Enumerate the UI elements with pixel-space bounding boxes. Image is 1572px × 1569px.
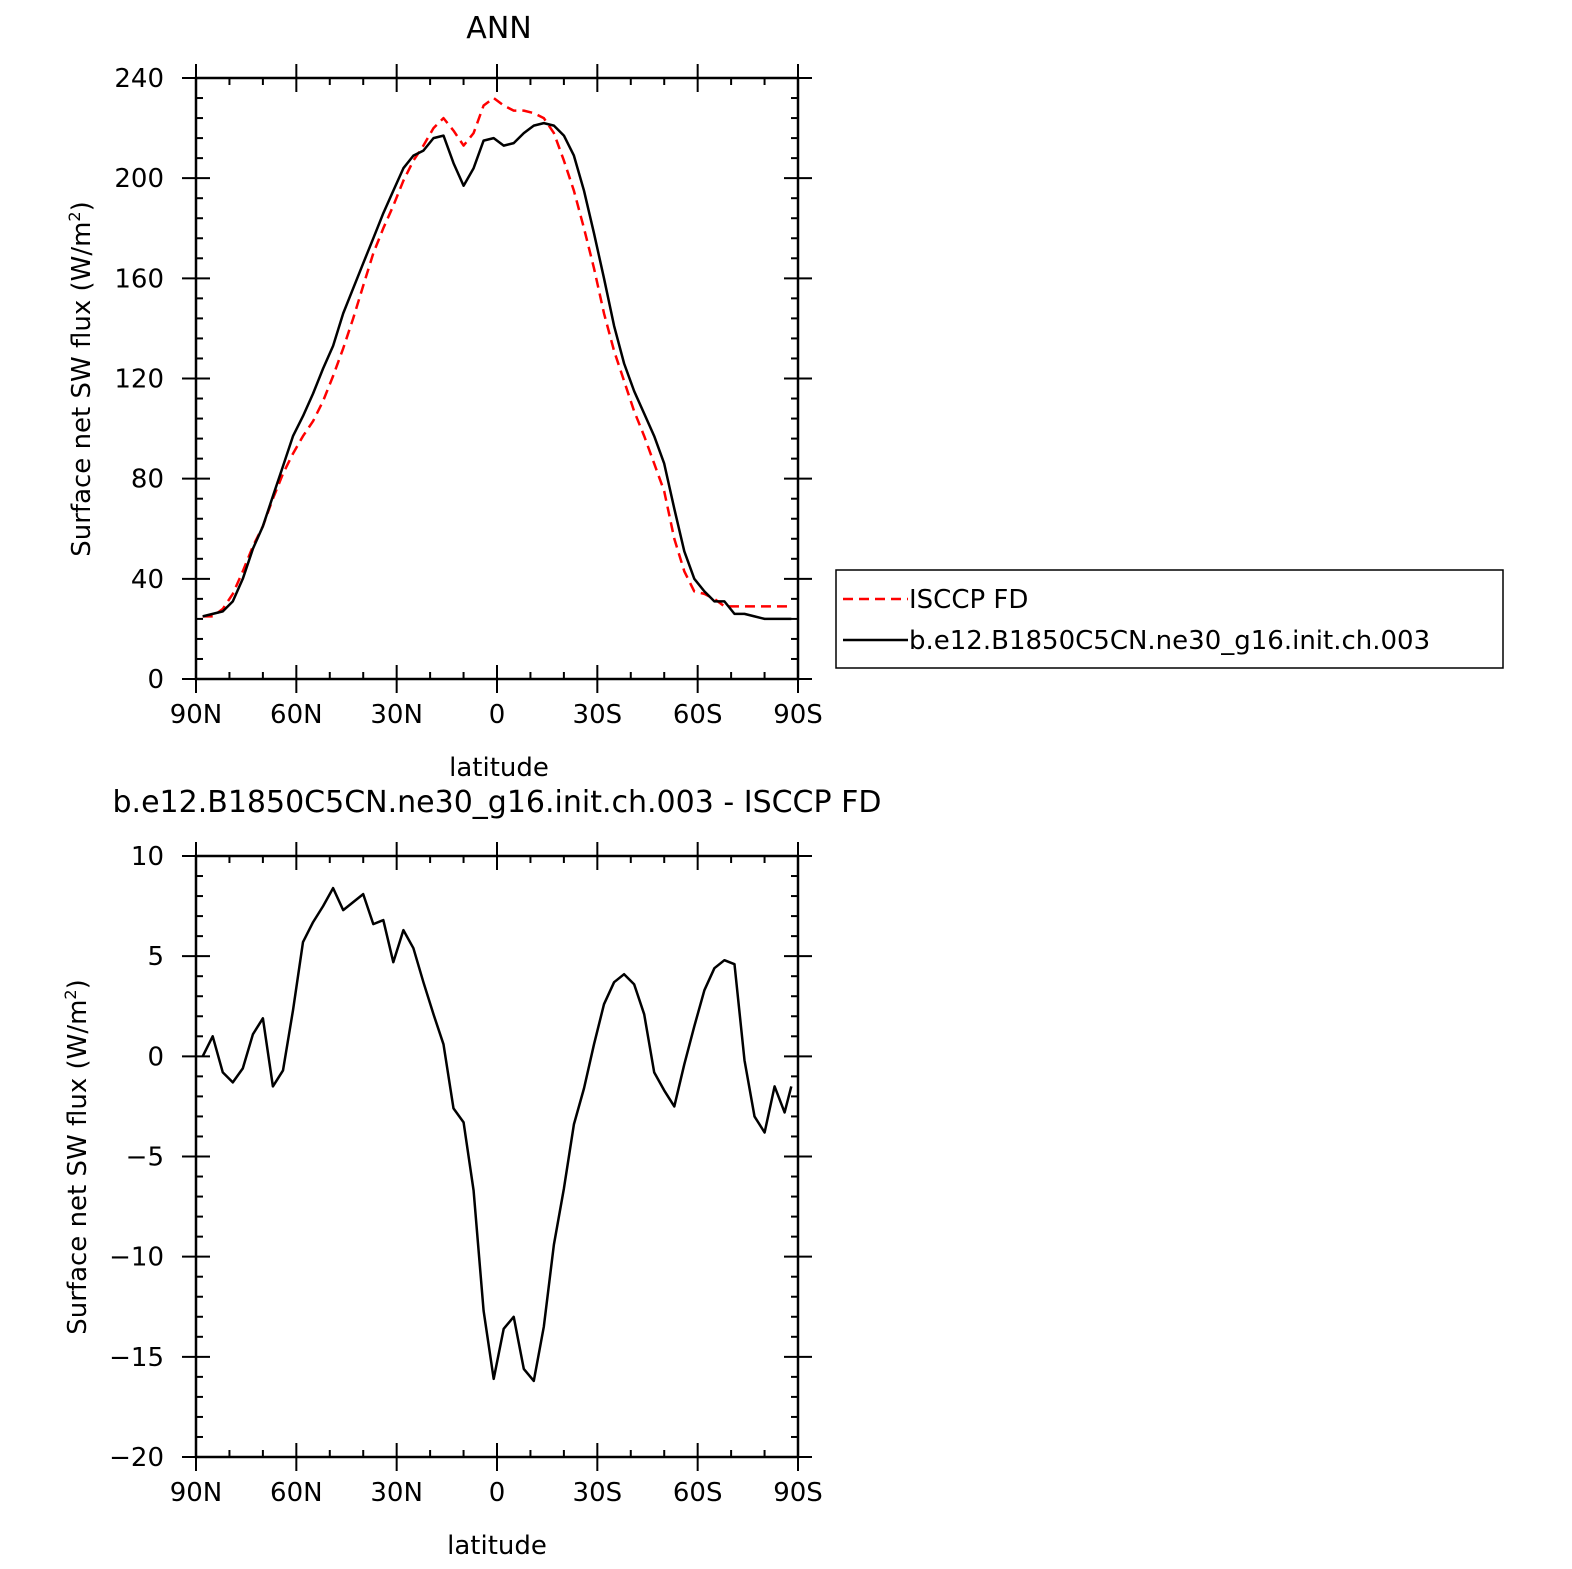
y-tick-label: −20 xyxy=(109,1443,164,1473)
y-tick-label: 80 xyxy=(131,465,164,495)
x-tick-label: 0 xyxy=(489,1478,506,1508)
legend: ISCCP FD b.e12.B1850C5CN.ne30_g16.init.c… xyxy=(835,569,1504,669)
y-tick-label: −15 xyxy=(109,1343,164,1373)
y-tick-label: 0 xyxy=(147,665,164,695)
top-ticks-group xyxy=(182,64,812,693)
series-line-1 xyxy=(202,121,792,621)
y-tick-label: 0 xyxy=(147,1042,164,1072)
bottom-y-axis-label: Surface net SW flux (W/m2) xyxy=(61,979,93,1335)
bottom-series-group xyxy=(201,886,793,1383)
series-line-dashed-0 xyxy=(202,96,792,618)
top-y-axis-label-main: Surface net SW flux (W/m xyxy=(67,222,97,557)
bottom-y-axis-label-close: ) xyxy=(63,979,93,989)
top-plot-frame xyxy=(194,76,800,681)
series-line-0 xyxy=(201,886,793,1383)
x-tick-label: 90N xyxy=(170,1478,223,1508)
legend-box xyxy=(835,569,1504,669)
bottom-panel: b.e12.B1850C5CN.ne30_g16.init.ch.003 - I… xyxy=(61,785,881,1561)
x-tick-label: 60N xyxy=(270,1478,323,1508)
top-x-axis-label: latitude xyxy=(449,753,549,783)
bottom-y-axis-label-sup: 2 xyxy=(61,989,80,999)
top-chart-title: ANN xyxy=(466,11,531,46)
top-y-axis-label-sup: 2 xyxy=(65,211,84,221)
x-tick-label: 90N xyxy=(170,700,223,730)
x-tick-label: 30S xyxy=(573,700,623,730)
y-tick-label: 5 xyxy=(147,942,164,972)
y-tick-label: −10 xyxy=(109,1243,164,1273)
y-tick-label: −5 xyxy=(126,1143,164,1173)
top-y-axis-label-close: ) xyxy=(67,201,97,211)
bottom-y-tick-labels: −20 −15 −10 −5 0 5 10 xyxy=(109,842,164,1473)
y-tick-label: 200 xyxy=(114,164,164,194)
x-tick-label: 0 xyxy=(489,700,506,730)
top-y-tick-labels: 0 40 80 120 160 200 240 xyxy=(114,64,164,695)
y-tick-label: 120 xyxy=(114,365,164,395)
top-x-tick-labels: 90N 60N 30N 0 30S 60S 90S xyxy=(170,700,823,730)
legend-label-model: b.e12.B1850C5CN.ne30_g16.init.ch.003 xyxy=(909,626,1430,656)
bottom-chart-title: b.e12.B1850C5CN.ne30_g16.init.ch.003 - I… xyxy=(113,785,882,820)
x-tick-label: 30N xyxy=(370,1478,423,1508)
x-tick-label: 90S xyxy=(773,1478,823,1508)
legend-label-isccp: ISCCP FD xyxy=(909,585,1028,615)
top-series-group xyxy=(202,96,792,621)
bottom-x-tick-labels: 90N 60N 30N 0 30S 60S 90S xyxy=(170,1478,823,1508)
top-y-axis-label: Surface net SW flux (W/m2) xyxy=(65,201,97,557)
x-tick-label: 30S xyxy=(573,1478,623,1508)
x-tick-label: 60N xyxy=(270,700,323,730)
bottom-x-axis-label: latitude xyxy=(447,1531,547,1561)
x-tick-label: 60S xyxy=(673,700,723,730)
x-tick-label: 90S xyxy=(773,700,823,730)
x-tick-label: 60S xyxy=(673,1478,723,1508)
y-tick-label: 40 xyxy=(131,565,164,595)
bottom-y-axis-label-main: Surface net SW flux (W/m xyxy=(63,1000,93,1335)
y-tick-label: 160 xyxy=(114,264,164,294)
y-tick-label: 10 xyxy=(131,842,164,872)
y-tick-label: 240 xyxy=(114,64,164,94)
bottom-ticks-group xyxy=(182,842,812,1471)
x-tick-label: 30N xyxy=(370,700,423,730)
